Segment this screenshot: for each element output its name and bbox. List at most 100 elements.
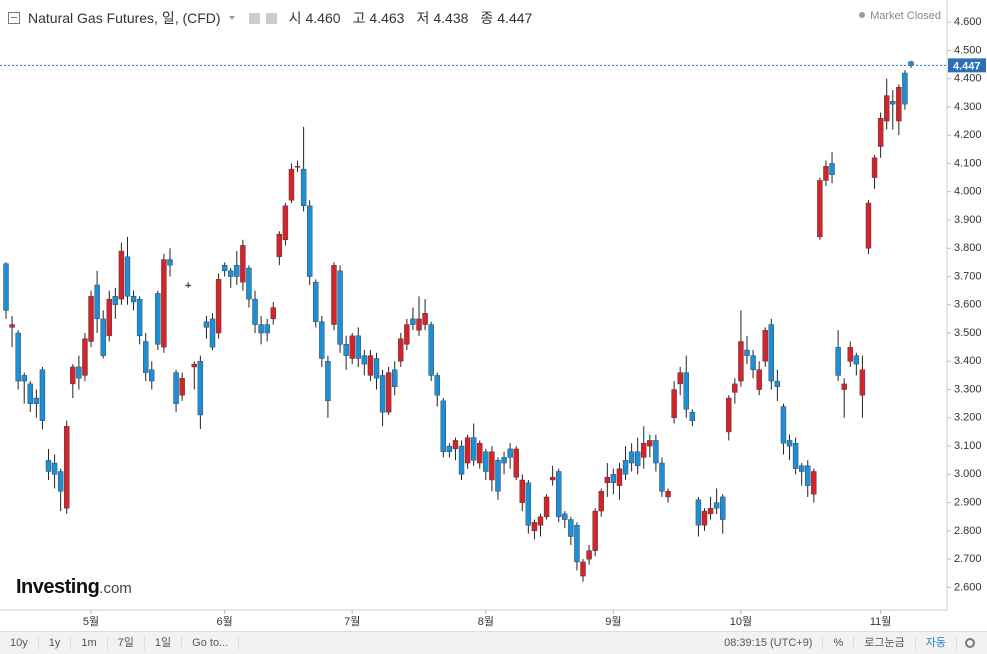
candle-body	[732, 383, 738, 393]
percent-toggle[interactable]: %	[823, 636, 855, 650]
range-button[interactable]: 10y	[0, 636, 39, 650]
candle-body	[3, 263, 9, 311]
dropdown-caret[interactable]	[228, 16, 235, 20]
candle-body	[33, 397, 40, 404]
ohlc-label: 시	[288, 10, 302, 26]
ohlc-label: 고	[352, 10, 366, 26]
range-button[interactable]: 1m	[71, 636, 108, 650]
candle-body	[556, 471, 562, 517]
candle-body	[446, 445, 453, 452]
chart-title: Natural Gas Futures, 일, (CFD)	[28, 10, 221, 26]
candle-body	[349, 335, 355, 359]
y-tick-label: 2.600	[954, 581, 982, 593]
clock: 08:39:15 (UTC+9)	[714, 636, 824, 650]
y-tick-label: 3.300	[954, 383, 982, 395]
candle-body	[580, 561, 586, 577]
candle-body	[628, 451, 635, 464]
log-toggle[interactable]: 로그눈금	[854, 636, 916, 650]
candle-body	[325, 361, 331, 402]
candle-body	[859, 369, 866, 396]
candle-body	[428, 324, 434, 376]
candle-body	[707, 508, 714, 515]
candle-body	[744, 349, 750, 356]
x-tick-label: 7월	[344, 615, 360, 628]
candle-body	[489, 451, 495, 481]
candle-body	[531, 522, 538, 532]
y-tick-label: 3.700	[954, 270, 982, 282]
candle-body	[76, 366, 82, 379]
candle-body	[689, 411, 696, 421]
candle-body	[294, 166, 301, 168]
candle-body	[124, 256, 131, 297]
candle-body	[331, 264, 337, 325]
candle-body	[762, 329, 768, 362]
candle-body	[513, 448, 519, 478]
candle-body	[94, 284, 100, 320]
candle-body	[240, 245, 246, 283]
candle-body	[865, 202, 872, 249]
candle-body	[209, 318, 216, 348]
candle-body	[373, 358, 380, 379]
candle-body	[27, 383, 33, 404]
settings-gear[interactable]	[965, 638, 975, 648]
candle-body	[768, 324, 775, 382]
x-tick-label: 5월	[83, 615, 99, 628]
candle-body	[774, 380, 781, 387]
candle-body	[477, 443, 483, 464]
range-button[interactable]: 1일	[145, 636, 183, 650]
candle-body	[537, 516, 544, 526]
candle-body	[45, 460, 52, 472]
candle-body	[604, 476, 611, 484]
logo[interactable]: Investing.com	[16, 576, 132, 599]
candle-body	[410, 318, 416, 325]
y-tick-label: 4.000	[954, 186, 982, 198]
candle-body	[458, 445, 465, 475]
candle-body	[780, 406, 787, 444]
candle-body	[130, 296, 137, 303]
range-button[interactable]: 1y	[39, 636, 72, 650]
candle-body	[470, 437, 477, 461]
candle-body	[671, 389, 677, 419]
candle-body	[215, 279, 222, 334]
candle-body	[118, 250, 125, 300]
candle-body	[57, 471, 64, 492]
candle-body	[452, 440, 459, 450]
last-price-label: 4.447	[953, 60, 981, 72]
candle-body	[483, 451, 489, 472]
candle-body	[306, 205, 313, 277]
candle-body	[197, 361, 204, 416]
ohlc-value: 4.447	[497, 10, 533, 26]
logo-text: Investing	[16, 576, 100, 598]
settings-icon[interactable]	[248, 12, 260, 24]
candle-body	[282, 205, 289, 240]
auto-toggle[interactable]: 자동	[916, 636, 957, 650]
y-tick-label: 3.600	[954, 299, 982, 311]
y-tick-label: 4.200	[954, 129, 982, 141]
settings-icon[interactable]	[265, 12, 277, 24]
candle-body	[228, 270, 234, 277]
candle-body	[136, 298, 143, 337]
collapse-icon[interactable]	[8, 12, 20, 24]
ohlc-value: 4.460	[305, 10, 341, 26]
candle-body	[385, 372, 392, 413]
candle-body	[422, 313, 428, 325]
candle-body	[179, 378, 185, 396]
ohlc-label: 종	[480, 10, 494, 26]
chart-header: Natural Gas Futures, 일, (CFD) 시 4.460 고 4.…	[8, 8, 532, 28]
candle-body	[106, 298, 112, 337]
y-tick-label: 4.400	[954, 73, 982, 85]
candle-body	[288, 168, 295, 201]
y-tick-label: 3.800	[954, 242, 982, 254]
candle-body	[877, 118, 884, 147]
x-tick-label: 9월	[605, 615, 621, 628]
candle-body	[9, 324, 15, 328]
candle-body	[726, 397, 732, 433]
range-button[interactable]: 7일	[108, 636, 145, 650]
candle-body	[805, 465, 811, 486]
candle-body	[853, 355, 860, 365]
candle-body	[221, 264, 228, 272]
candle-body	[270, 307, 276, 320]
goto-button[interactable]: Go to...	[182, 636, 240, 650]
candle-body	[100, 318, 106, 356]
candle-body	[416, 318, 422, 331]
